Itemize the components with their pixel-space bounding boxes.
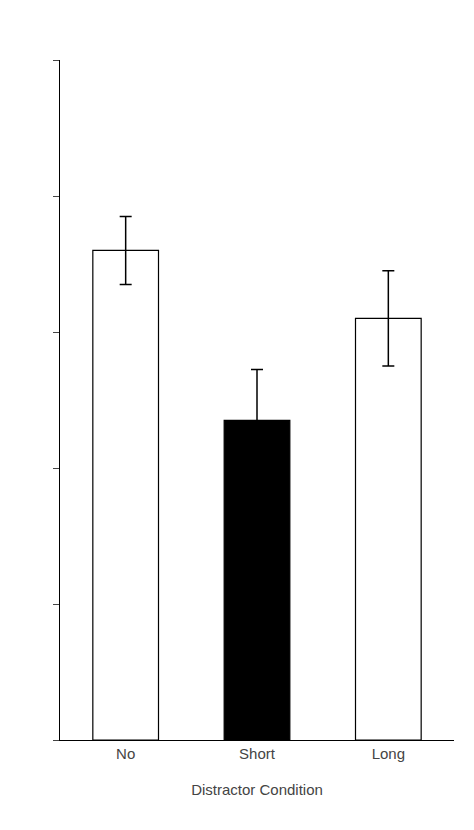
svg-text:Short: Short xyxy=(239,745,276,762)
svg-text:Long: Long xyxy=(372,745,405,762)
svg-text:No: No xyxy=(116,745,135,762)
svg-text:Distractor Condition: Distractor Condition xyxy=(191,781,323,798)
